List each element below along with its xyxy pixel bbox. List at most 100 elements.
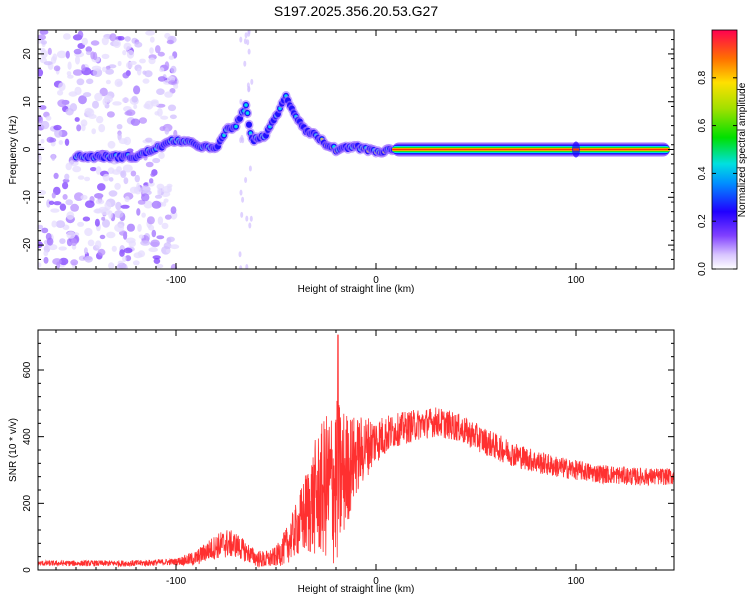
noise-blob xyxy=(38,154,42,163)
colorbar-gradient xyxy=(711,29,738,270)
noise-blob xyxy=(250,78,254,85)
noise-blob xyxy=(76,78,85,86)
noise-blob xyxy=(168,55,175,60)
noise-blob xyxy=(129,186,139,194)
noise-blob xyxy=(239,189,243,196)
noise-blob xyxy=(159,67,165,73)
noise-blob xyxy=(65,50,70,59)
y-tick-label: 600 xyxy=(22,361,33,378)
noise-blob xyxy=(130,170,137,177)
noise-blob xyxy=(238,251,242,258)
colorbar-label: Normalized spectral amplitude xyxy=(737,82,748,217)
noise-blob xyxy=(136,208,141,216)
noise-blob xyxy=(143,200,153,209)
noise-blob xyxy=(119,249,125,257)
noise-blob xyxy=(48,200,55,205)
noise-blob xyxy=(132,260,140,266)
noise-blob xyxy=(245,215,249,222)
noise-blob xyxy=(124,111,133,116)
noise-blob xyxy=(156,88,165,95)
noise-blob xyxy=(122,263,128,269)
y-tick-label: 0 xyxy=(22,146,33,152)
y-tick-label: 0 xyxy=(22,567,33,573)
noise-blob xyxy=(114,210,124,219)
noise-blob xyxy=(94,92,103,102)
noise-blob xyxy=(152,157,161,164)
noise-blob xyxy=(137,250,146,258)
noise-blob xyxy=(62,194,68,200)
noise-blob xyxy=(239,36,243,43)
noise-blob xyxy=(115,201,122,211)
noise-blob xyxy=(248,165,252,172)
noise-blob xyxy=(145,137,153,143)
noise-blob xyxy=(66,71,72,76)
noise-blob xyxy=(87,239,95,247)
noise-blob xyxy=(143,103,151,109)
noise-blob xyxy=(122,72,130,79)
noise-blob xyxy=(243,60,247,67)
noise-blob xyxy=(157,76,167,82)
noise-blob xyxy=(148,57,156,65)
noise-blob xyxy=(51,153,56,161)
noise-blob xyxy=(123,42,132,51)
noise-blob xyxy=(105,79,111,85)
noise-blob xyxy=(92,100,99,109)
noise-blob xyxy=(74,86,82,96)
noise-blob xyxy=(168,80,178,85)
trace-blob xyxy=(246,121,252,128)
noise-blob xyxy=(84,255,93,263)
noise-blob xyxy=(40,120,50,130)
noise-blob xyxy=(77,30,84,39)
noise-blob xyxy=(53,172,59,179)
noise-blob xyxy=(41,227,49,234)
noise-blob xyxy=(160,115,169,120)
noise-blob xyxy=(145,161,154,168)
noise-blob xyxy=(63,33,71,40)
trace-core xyxy=(234,124,238,129)
noise-blob xyxy=(241,137,245,144)
colorbar-ticks: 0.0 0.2 0.4 0.6 0.8 xyxy=(697,70,737,276)
noise-blob xyxy=(134,41,143,48)
noise-blob xyxy=(149,36,155,43)
noise-blob xyxy=(64,173,70,180)
noise-blob xyxy=(53,65,61,72)
noise-blob xyxy=(162,201,167,207)
noise-blob xyxy=(105,68,114,75)
noise-blob xyxy=(86,51,92,56)
noise-blob xyxy=(83,247,88,255)
noise-blob xyxy=(167,185,173,193)
noise-blob xyxy=(106,111,115,118)
noise-blob xyxy=(124,36,131,42)
noise-blob xyxy=(64,138,70,146)
noise-blob xyxy=(102,66,107,73)
noise-blob xyxy=(84,176,91,182)
noise-blob xyxy=(86,78,94,85)
noise-blob xyxy=(101,53,110,60)
noise-blob xyxy=(137,223,142,232)
noise-blob xyxy=(167,104,177,112)
noise-blob xyxy=(245,264,249,269)
noise-blob xyxy=(121,97,130,103)
noise-blob xyxy=(138,234,145,239)
noise-blob xyxy=(150,172,156,177)
y-tick-label: -10 xyxy=(22,190,33,205)
noise-blob xyxy=(243,38,247,45)
noise-blob xyxy=(164,214,172,220)
snr-series-line xyxy=(38,334,674,568)
noise-blob xyxy=(101,36,109,46)
noise-blob xyxy=(69,103,78,112)
noise-blob xyxy=(98,124,106,133)
snr-panel: -100 0 100 0 200 400 600 Height of straight li… xyxy=(8,329,675,595)
noise-blob xyxy=(126,49,135,59)
snr-ticks: -100 0 100 0 200 400 600 xyxy=(22,329,674,587)
noise-blob xyxy=(163,198,169,203)
noise-blob xyxy=(81,37,89,46)
noise-blob xyxy=(133,104,138,109)
noise-blob xyxy=(84,200,95,208)
noise-blob xyxy=(45,115,52,121)
noise-blob xyxy=(152,255,161,260)
noise-blob xyxy=(164,61,170,71)
noise-blob xyxy=(247,30,251,37)
noise-blob xyxy=(114,223,125,233)
